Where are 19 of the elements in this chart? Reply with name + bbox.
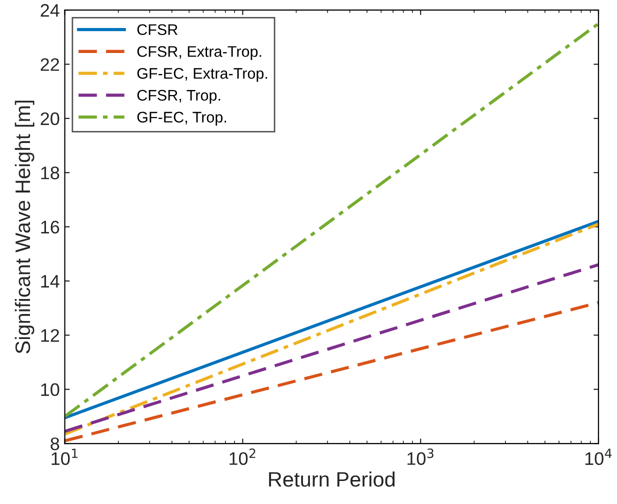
y-tick-label: 24: [40, 4, 60, 17]
y-tick-label: 20: [40, 112, 60, 126]
y-tick-label: 8: [50, 437, 60, 450]
x-tick-label: 10$^{2}$: [230, 448, 256, 465]
y-tick-label: 22: [40, 58, 60, 71]
legend-label: GF-EC, Extra-Trop.: [137, 68, 268, 82]
y-axis-title: Significant Wave Height [m]: [14, 100, 34, 354]
x-axis-title: Return Period: [269, 471, 395, 487]
x-tick-label: 10$^{4}$: [585, 448, 612, 465]
y-tick-label: 18: [41, 166, 60, 180]
y-tick-label: 14: [41, 275, 60, 288]
legend-label: CFSR, Extra-Trop.: [137, 46, 262, 60]
legend-label: CFSR, Trop.: [137, 90, 220, 104]
legend-label: GF-EC, Trop.: [137, 112, 226, 126]
y-tick-label: 16: [41, 220, 60, 234]
y-tick-label: 10: [41, 383, 60, 396]
legend-label: CFSR: [137, 24, 178, 36]
y-tick-label: 12: [41, 329, 60, 342]
x-tick-label: 10$^{3}$: [408, 448, 434, 465]
